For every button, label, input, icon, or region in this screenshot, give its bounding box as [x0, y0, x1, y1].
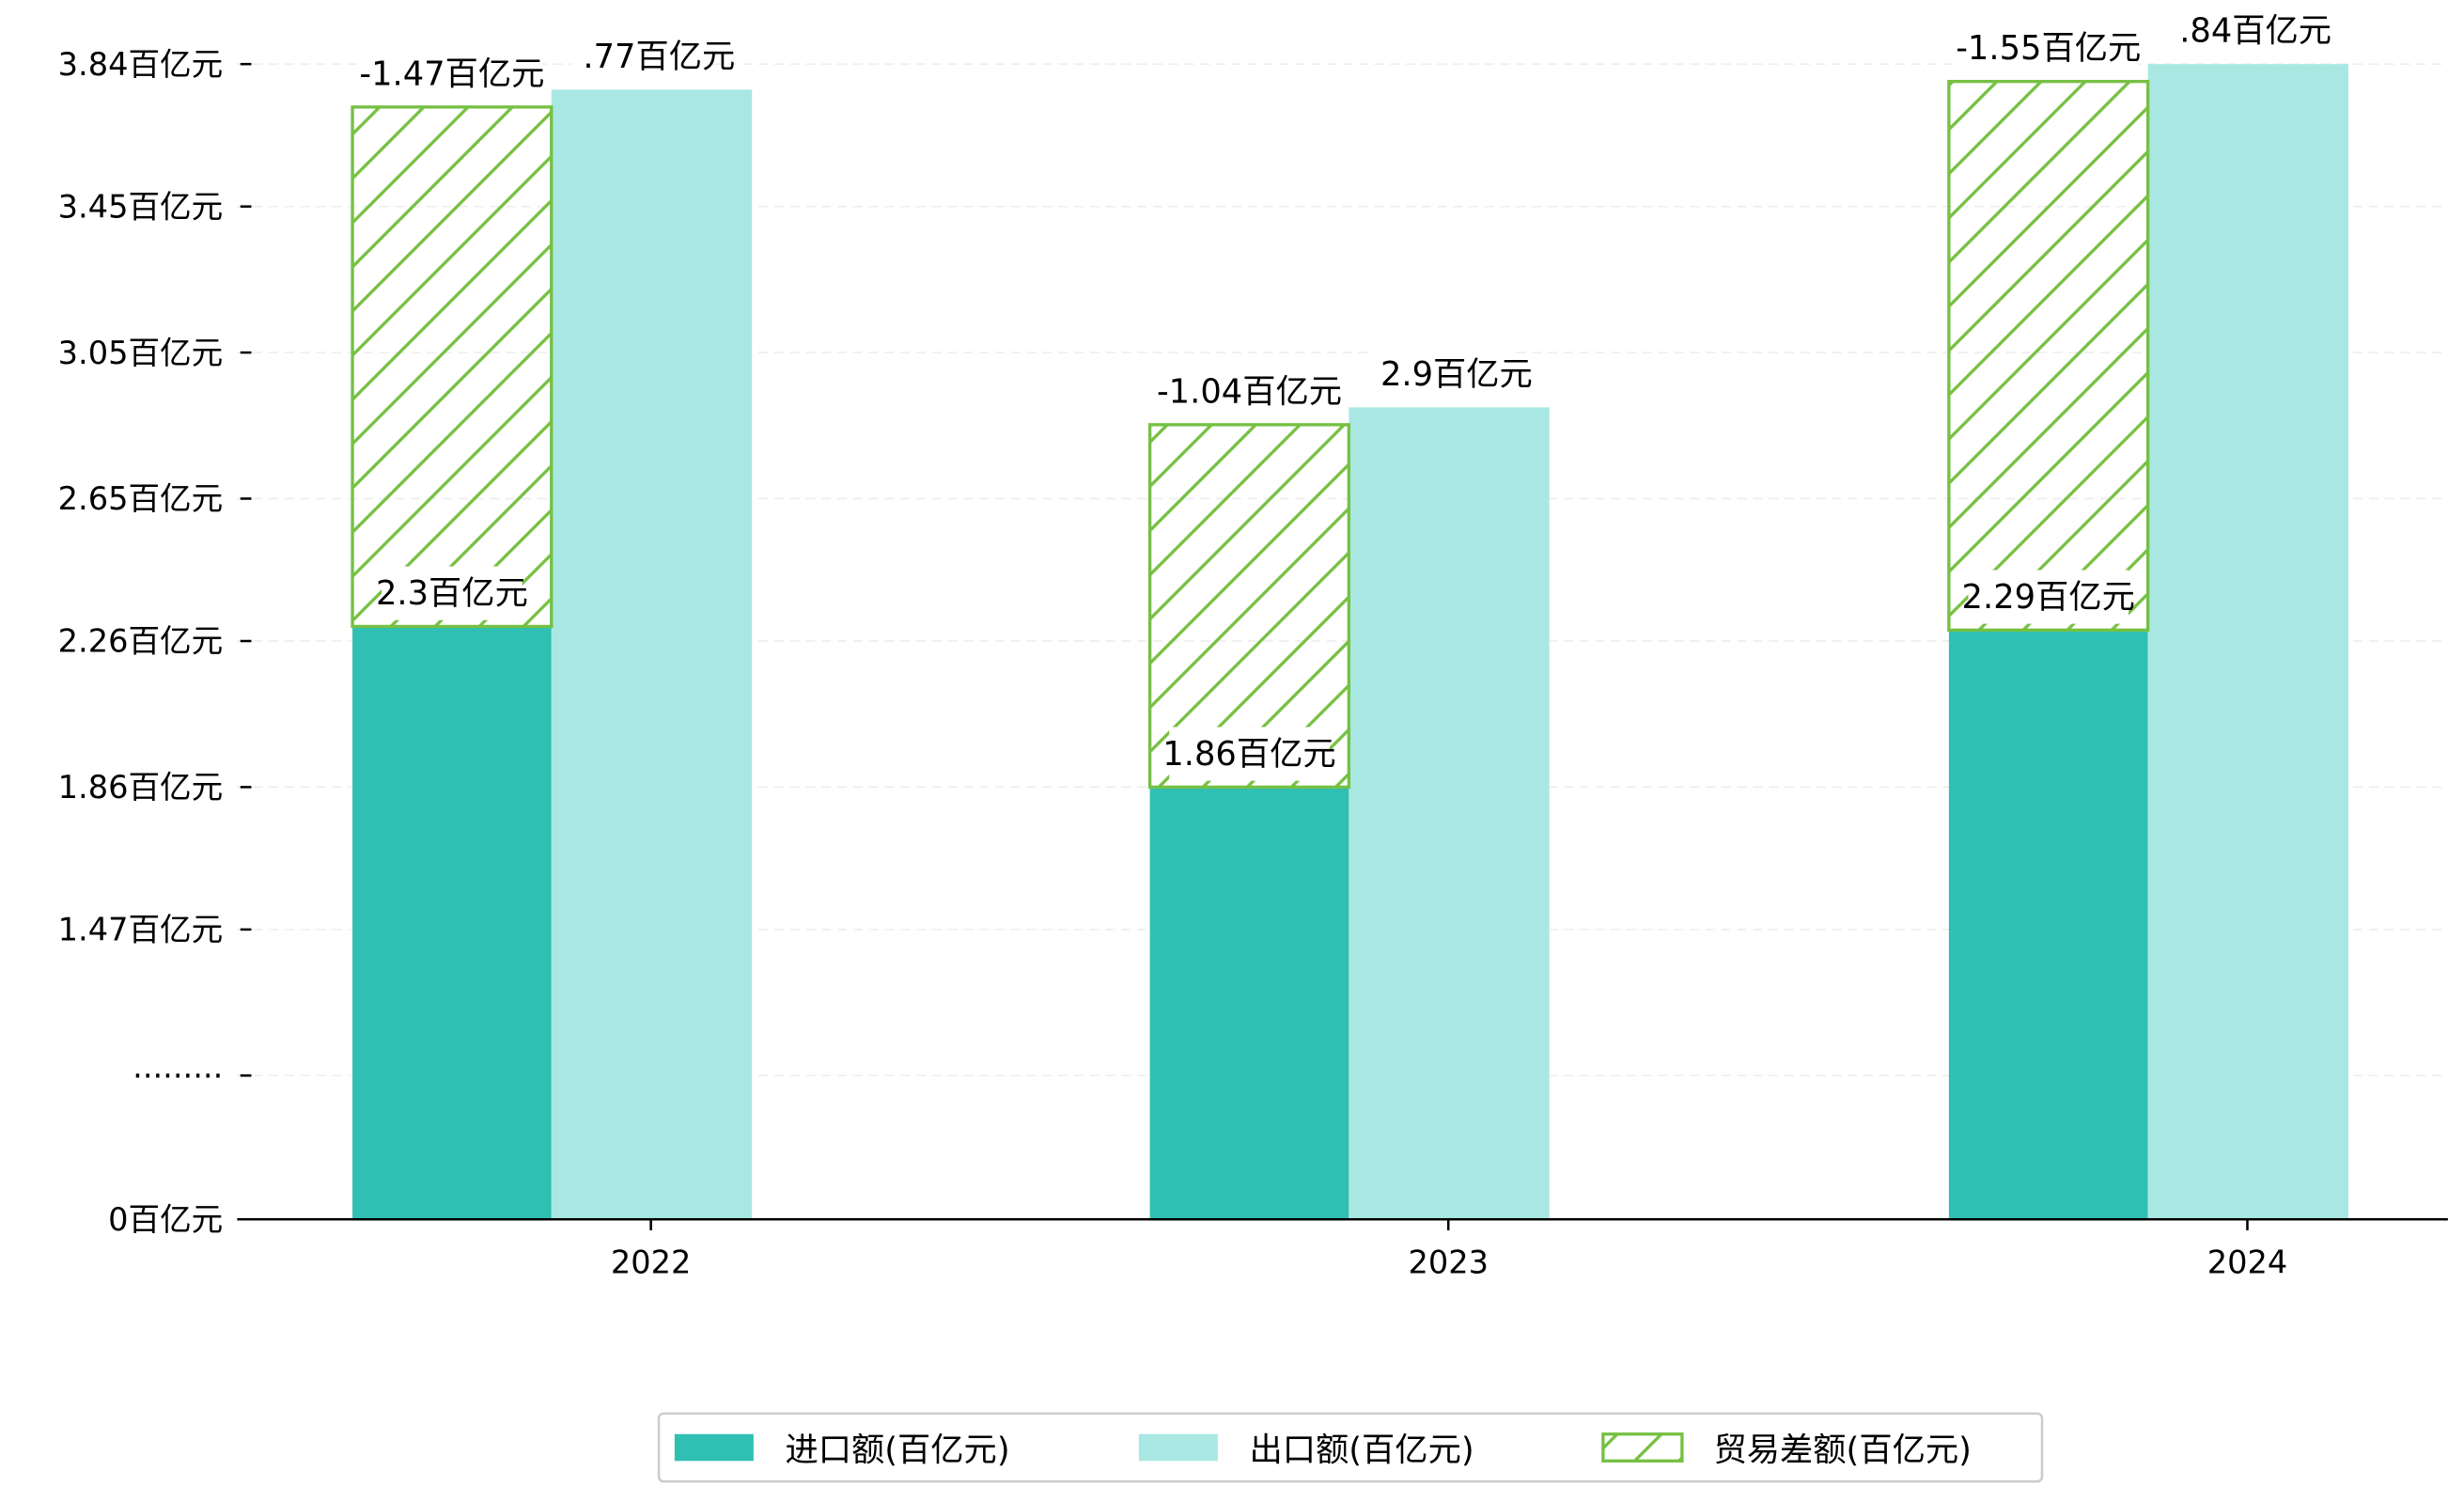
data-label-box [1159, 364, 1340, 419]
legend-swatch [1138, 1433, 1218, 1462]
data-label: 1.86百亿元 [1162, 727, 1336, 781]
legend-swatch-hatch [1601, 1432, 1684, 1463]
data-label-text: 2.3百亿元 [376, 574, 528, 613]
data-label: 2.29百亿元 [1962, 570, 2135, 624]
bar-import-2023 [1149, 787, 1349, 1220]
data-labels: .77百亿元 -1.47百亿元 2.3百亿元 2.9百亿元 -1.04百亿元 1.86百亿… [359, 4, 2331, 781]
data-label: 2.9百亿元 [1369, 347, 1533, 401]
data-label-box [1169, 727, 1330, 781]
bar-export-2022 [551, 89, 753, 1220]
data-label-text: 1.86百亿元 [1162, 735, 1335, 774]
data-label-box [1957, 21, 2139, 75]
data-label-box [571, 29, 713, 84]
y-tick-label: 1.47百亿元 [58, 912, 224, 948]
axes: 0百亿元 ········· 1.47百亿元 1.86百亿元 2.26百亿元 2.65百亿… [58, 46, 2448, 1280]
data-label: -1.55百亿元 [1956, 21, 2141, 75]
data-label-text: -1.04百亿元 [1157, 372, 1342, 411]
legend: 进口额(百亿元) 出口额(百亿元) 贸易差额(百亿元) [657, 1412, 2044, 1483]
data-label-text: 2.29百亿元 [1962, 578, 2135, 617]
data-label-box [1369, 347, 1510, 401]
x-tick-label: 2023 [1408, 1244, 1489, 1280]
y-tick-label: 3.84百亿元 [58, 46, 224, 83]
bar-import-2024 [1948, 630, 2148, 1220]
data-label-text: 2.9百亿元 [1380, 355, 1533, 394]
y-tick-label: 0百亿元 [108, 1201, 223, 1238]
data-label-box [382, 566, 522, 620]
bar-trade-balance-2024 [1947, 79, 2150, 633]
legend-label: 进口额(百亿元) [785, 1431, 1009, 1469]
data-label-box [362, 47, 542, 102]
y-tick-label: 2.26百亿元 [58, 623, 224, 660]
bar-export-2024 [2147, 64, 2348, 1220]
data-label: -1.04百亿元 [1157, 364, 1342, 419]
y-tick-label: ········· [133, 1057, 223, 1094]
legend-box [657, 1412, 2044, 1483]
x-tick-label: 2022 [611, 1244, 692, 1280]
legend-label: 贸易差额(百亿元) [1714, 1431, 1972, 1469]
bar-import-2022 [352, 626, 552, 1220]
bars [351, 64, 2348, 1220]
data-label-box [1968, 570, 2129, 624]
data-label-text: -1.55百亿元 [1956, 29, 2141, 68]
data-label-box [2168, 4, 2309, 58]
data-label: .84百亿元 [2168, 4, 2331, 58]
data-label: 2.3百亿元 [376, 566, 528, 620]
y-tick-label: 2.65百亿元 [58, 480, 224, 517]
data-label-text: .84百亿元 [2179, 12, 2331, 51]
legend-item[interactable]: 出口额(百亿元) [1138, 1431, 1474, 1469]
y-tick-label: 3.45百亿元 [58, 188, 224, 225]
y-tick-label: 3.05百亿元 [58, 335, 224, 371]
data-label-text: -1.47百亿元 [359, 55, 544, 93]
x-tick-label: 2024 [2207, 1244, 2288, 1280]
bar-trade-balance-2023 [1147, 423, 1351, 790]
legend-item[interactable]: 贸易差额(百亿元) [1601, 1431, 1972, 1469]
bar-export-2023 [1349, 407, 1550, 1220]
data-label-text: .77百亿元 [583, 38, 735, 76]
data-label: -1.47百亿元 [359, 47, 544, 102]
bar-trade-balance-2022 [351, 105, 554, 629]
y-tick-label: 1.86百亿元 [58, 769, 224, 806]
data-label: .77百亿元 [571, 29, 735, 84]
legend-label: 出口额(百亿元) [1249, 1431, 1474, 1469]
legend-swatch [674, 1433, 754, 1462]
legend-item[interactable]: 进口额(百亿元) [674, 1431, 1010, 1469]
